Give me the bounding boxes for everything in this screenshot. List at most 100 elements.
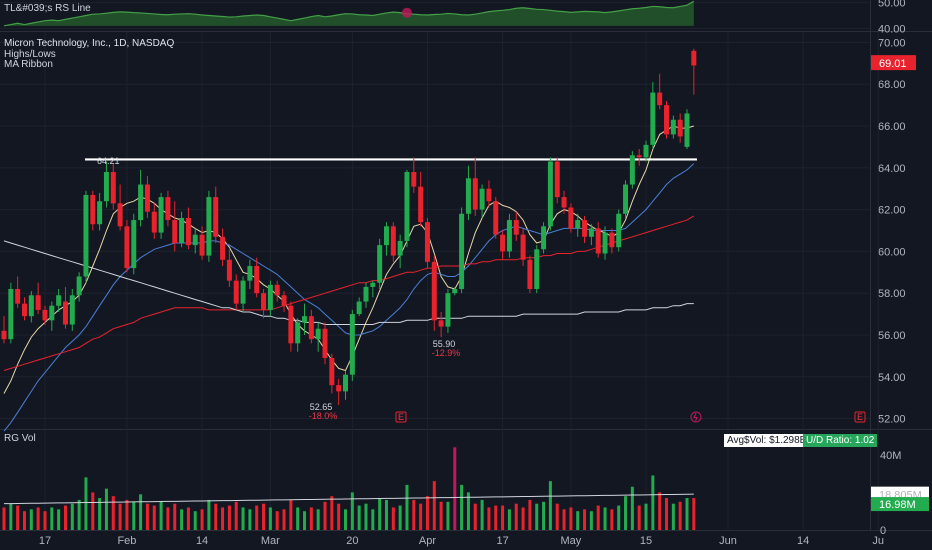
candle-body xyxy=(356,301,362,315)
volume-bar xyxy=(98,498,102,530)
candle-body xyxy=(534,249,540,290)
volume-bar xyxy=(255,505,259,530)
candle-body xyxy=(199,234,205,256)
volume-bar xyxy=(630,486,634,530)
earnings-marker-label: E xyxy=(857,412,863,422)
price-tick-label: 58.00 xyxy=(878,288,906,300)
candle-body xyxy=(322,328,328,358)
candle-body xyxy=(459,213,465,290)
volume-bar xyxy=(501,505,505,530)
volume-bar xyxy=(364,503,368,530)
volume-bar xyxy=(214,503,218,530)
volume-bar xyxy=(432,481,436,530)
candle-body xyxy=(240,280,246,304)
volume-bar xyxy=(9,503,13,530)
volume-bar xyxy=(466,492,470,530)
price-tick-label: 68.00 xyxy=(878,79,906,91)
candle-body xyxy=(377,245,383,283)
candle-body xyxy=(657,92,663,106)
volume-bar xyxy=(412,499,416,530)
candle-body xyxy=(418,186,424,223)
candle-body xyxy=(261,293,267,310)
volume-bar xyxy=(221,507,225,530)
candle-body xyxy=(568,207,574,229)
candle-body xyxy=(465,178,471,214)
candle-body xyxy=(541,226,547,250)
low-change-mid: -12.9% xyxy=(432,348,461,358)
candle-body xyxy=(411,171,417,187)
candle-body xyxy=(547,161,553,227)
candle-body xyxy=(493,201,499,235)
volume-bar xyxy=(104,488,108,530)
volume-bar xyxy=(248,509,252,530)
candle-body xyxy=(90,194,96,225)
volume-average-line xyxy=(3,493,694,505)
rs-tick-label: 50.00 xyxy=(878,0,906,10)
volume-bar xyxy=(350,492,354,530)
candle-body xyxy=(315,328,321,340)
candle-body xyxy=(424,222,430,262)
volume-bar xyxy=(678,501,682,530)
candle-body xyxy=(192,234,198,246)
time-tick-label: Ju xyxy=(872,535,884,547)
volume-bar xyxy=(2,507,6,530)
candle-body xyxy=(213,197,219,237)
volume-bar xyxy=(398,505,402,530)
volume-bar xyxy=(186,507,190,530)
volume-bar xyxy=(425,496,429,530)
earnings-marker-label: E xyxy=(398,412,404,422)
low-label: 52.65 xyxy=(310,402,333,412)
time-tick-label: May xyxy=(560,535,581,547)
volume-bar xyxy=(624,496,628,530)
last-price-value: 69.01 xyxy=(879,58,907,70)
volume-bar xyxy=(166,507,170,530)
candle-body xyxy=(343,374,348,392)
candle-body xyxy=(582,220,588,237)
candle-body xyxy=(138,184,144,221)
candle-body xyxy=(404,171,410,241)
candle-body xyxy=(62,301,68,325)
volume-bar xyxy=(207,499,211,530)
candle-body xyxy=(76,276,82,296)
volume-bar xyxy=(91,492,95,530)
candle-body xyxy=(35,295,41,310)
volume-bar xyxy=(241,507,245,530)
volume-bar xyxy=(576,511,580,530)
price-tick-label: 60.00 xyxy=(878,246,906,258)
candle-body xyxy=(383,226,389,246)
candle-body xyxy=(438,320,444,327)
volume-bar xyxy=(63,505,67,530)
volume-bar xyxy=(378,498,382,530)
volume-bar xyxy=(193,511,197,530)
volume-bar xyxy=(77,499,81,530)
volume-last-tag-label: 16.98M xyxy=(879,499,916,511)
volume-bar xyxy=(617,505,621,530)
candle-body xyxy=(206,197,212,256)
volume-bar xyxy=(159,501,163,530)
volume-last-tag xyxy=(871,497,929,512)
earnings-marker xyxy=(395,411,407,423)
candle-body xyxy=(302,316,308,323)
candle-body xyxy=(349,314,355,375)
volume-bar xyxy=(555,503,559,530)
volume-bar xyxy=(303,511,307,530)
candle-body xyxy=(445,293,451,327)
candle-body xyxy=(42,309,48,321)
volume-bar xyxy=(528,499,532,530)
volume-bar xyxy=(589,511,593,530)
candle-body xyxy=(15,289,21,304)
volume-bar xyxy=(514,503,518,530)
candle-body xyxy=(288,305,294,344)
price-tick-label: 64.00 xyxy=(878,163,906,175)
candle-body xyxy=(336,385,342,392)
volume-bar xyxy=(610,509,614,530)
candle-body xyxy=(650,92,656,145)
volume-bar xyxy=(405,484,409,530)
candle-body xyxy=(500,234,506,252)
volume-bar xyxy=(43,511,47,530)
volume-bar xyxy=(651,475,655,530)
candle-body xyxy=(472,178,478,210)
ma-line-fast xyxy=(3,125,694,394)
volume-bar xyxy=(384,499,388,530)
